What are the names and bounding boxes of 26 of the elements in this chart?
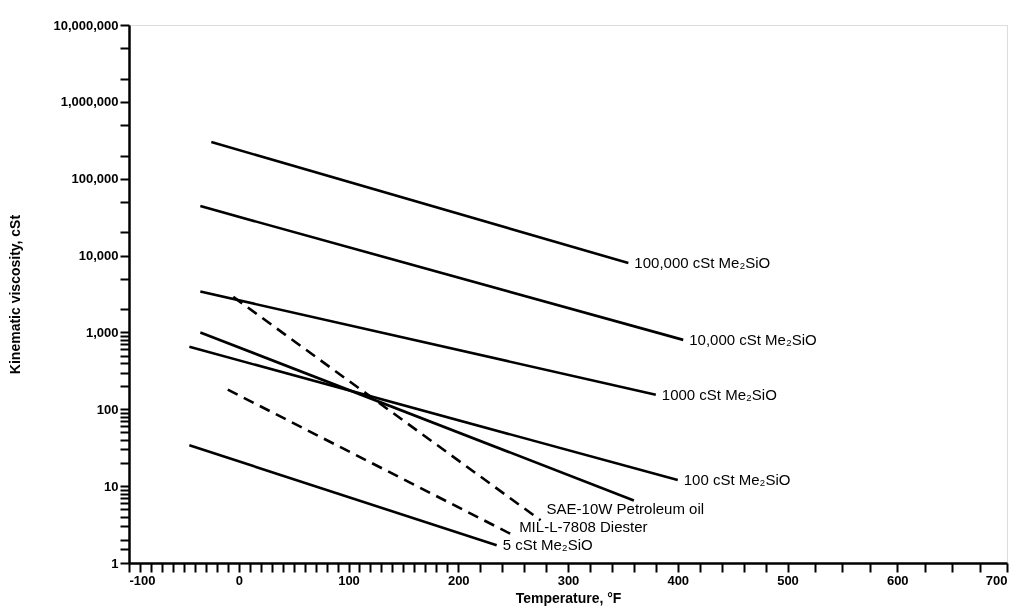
x-tick-label: 500 <box>777 572 799 588</box>
x-tick-label: 0 <box>235 572 243 588</box>
y-tick-label: 10,000 <box>78 248 119 264</box>
y-tick-label: 1,000,000 <box>60 94 119 110</box>
y-tick-label: 1,000 <box>85 324 119 340</box>
y-tick-label: 1 <box>111 555 119 571</box>
y-tick-label: 100 <box>96 401 119 417</box>
x-tick-label: 300 <box>557 572 580 588</box>
y-tick-label: 10,000,000 <box>53 17 119 33</box>
y-tick-label: 10 <box>104 478 119 494</box>
series-label: MIL-L-7808 Diester <box>519 518 648 536</box>
series-label: 1000 cSt Me₂SiO <box>661 385 777 403</box>
x-tick-label: 600 <box>886 572 909 588</box>
x-tick-label: -100 <box>129 572 156 588</box>
series-label: 100,000 cSt Me₂SiO <box>634 254 771 272</box>
x-tick-label: 100 <box>338 572 360 588</box>
y-axis-title: Kinematic viscosity, cSt <box>7 214 24 375</box>
x-axis-title: Temperature, °F <box>515 589 622 606</box>
x-tick-label: 700 <box>985 572 1008 588</box>
series-label: 10,000 cSt Me₂SiO <box>689 330 817 348</box>
series-label: 5 cSt Me₂SiO <box>502 536 593 554</box>
x-tick-label: 200 <box>447 572 470 588</box>
x-tick-label: 400 <box>667 572 690 588</box>
series-label: 100 cSt Me₂SiO <box>683 471 791 489</box>
y-tick-label: 100,000 <box>71 171 119 187</box>
series-label: SAE-10W Petroleum oil <box>546 500 705 518</box>
